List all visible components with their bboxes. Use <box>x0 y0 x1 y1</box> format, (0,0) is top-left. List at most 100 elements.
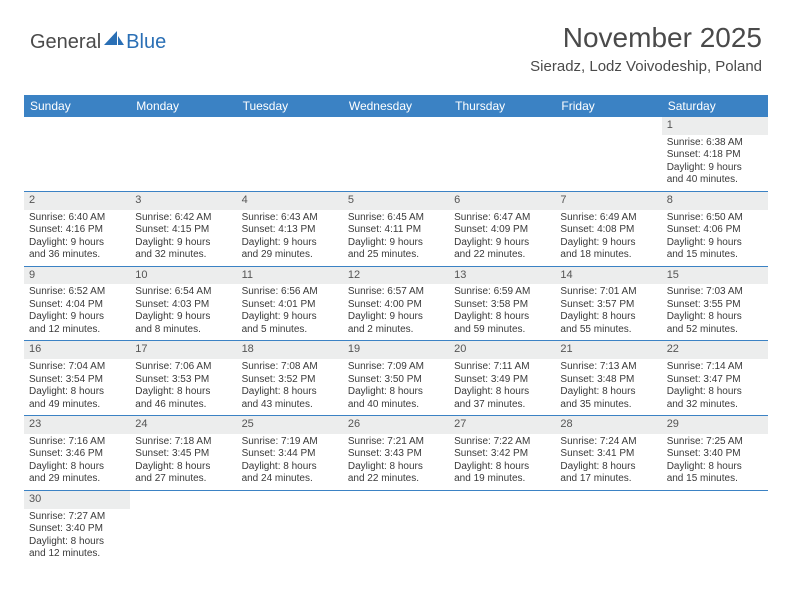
weekday-header: Wednesday <box>343 95 449 117</box>
info-line: Sunrise: 7:18 AM <box>135 436 231 449</box>
info-line: Sunrise: 7:09 AM <box>348 361 444 374</box>
day-cell: 6Sunrise: 6:47 AMSunset: 4:09 PMDaylight… <box>449 192 555 266</box>
info-line: Daylight: 8 hours <box>454 386 550 399</box>
info-line: and 27 minutes. <box>135 473 231 486</box>
info-line: Sunrise: 6:42 AM <box>135 212 231 225</box>
empty-cell <box>555 117 661 191</box>
month-title: November 2025 <box>530 22 762 54</box>
page-header: November 2025 Sieradz, Lodz Voivodeship,… <box>530 22 762 75</box>
info-line: Sunrise: 6:57 AM <box>348 286 444 299</box>
empty-cell <box>237 117 343 191</box>
day-cell: 4Sunrise: 6:43 AMSunset: 4:13 PMDaylight… <box>237 192 343 266</box>
info-line: Daylight: 8 hours <box>135 386 231 399</box>
info-line: Sunset: 4:18 PM <box>667 149 763 162</box>
day-info: Sunrise: 7:25 AMSunset: 3:40 PMDaylight:… <box>662 434 768 490</box>
empty-cell <box>130 117 236 191</box>
day-info: Sunrise: 6:43 AMSunset: 4:13 PMDaylight:… <box>237 210 343 266</box>
info-line: Daylight: 8 hours <box>454 311 550 324</box>
info-line: Daylight: 9 hours <box>348 311 444 324</box>
day-info: Sunrise: 6:49 AMSunset: 4:08 PMDaylight:… <box>555 210 661 266</box>
info-line: Sunset: 3:50 PM <box>348 374 444 387</box>
info-line: Sunrise: 7:06 AM <box>135 361 231 374</box>
info-line: Sunrise: 7:24 AM <box>560 436 656 449</box>
day-number: 4 <box>237 192 343 210</box>
day-info: Sunrise: 7:03 AMSunset: 3:55 PMDaylight:… <box>662 284 768 340</box>
info-line: Sunset: 3:55 PM <box>667 299 763 312</box>
info-line: Sunrise: 6:56 AM <box>242 286 338 299</box>
day-number: 28 <box>555 416 661 434</box>
info-line: Daylight: 8 hours <box>348 461 444 474</box>
day-number: 5 <box>343 192 449 210</box>
info-line: and 40 minutes. <box>348 399 444 412</box>
info-line: and 43 minutes. <box>242 399 338 412</box>
info-line: and 32 minutes. <box>135 249 231 262</box>
info-line: Sunset: 3:52 PM <box>242 374 338 387</box>
info-line: Sunrise: 6:47 AM <box>454 212 550 225</box>
info-line: and 35 minutes. <box>560 399 656 412</box>
info-line: Sunrise: 7:13 AM <box>560 361 656 374</box>
info-line: Sunset: 4:03 PM <box>135 299 231 312</box>
day-cell: 1Sunrise: 6:38 AMSunset: 4:18 PMDaylight… <box>662 117 768 191</box>
day-number: 18 <box>237 341 343 359</box>
week-row: 23Sunrise: 7:16 AMSunset: 3:46 PMDayligh… <box>24 416 768 491</box>
info-line: and 52 minutes. <box>667 324 763 337</box>
day-info: Sunrise: 7:24 AMSunset: 3:41 PMDaylight:… <box>555 434 661 490</box>
info-line: and 19 minutes. <box>454 473 550 486</box>
day-number: 27 <box>449 416 555 434</box>
day-number: 1 <box>662 117 768 135</box>
info-line: Sunrise: 7:03 AM <box>667 286 763 299</box>
day-cell: 18Sunrise: 7:08 AMSunset: 3:52 PMDayligh… <box>237 341 343 415</box>
day-number: 11 <box>237 267 343 285</box>
info-line: Sunset: 3:57 PM <box>560 299 656 312</box>
info-line: and 25 minutes. <box>348 249 444 262</box>
info-line: Sunrise: 7:08 AM <box>242 361 338 374</box>
day-number: 16 <box>24 341 130 359</box>
empty-cell <box>343 491 449 565</box>
info-line: Sunset: 3:48 PM <box>560 374 656 387</box>
info-line: Sunrise: 6:59 AM <box>454 286 550 299</box>
info-line: and 59 minutes. <box>454 324 550 337</box>
empty-cell <box>343 117 449 191</box>
day-info: Sunrise: 7:09 AMSunset: 3:50 PMDaylight:… <box>343 359 449 415</box>
info-line: and 22 minutes. <box>454 249 550 262</box>
info-line: Sunrise: 7:01 AM <box>560 286 656 299</box>
day-number: 7 <box>555 192 661 210</box>
day-number: 6 <box>449 192 555 210</box>
info-line: Daylight: 9 hours <box>29 311 125 324</box>
info-line: Sunrise: 6:40 AM <box>29 212 125 225</box>
day-info: Sunrise: 7:22 AMSunset: 3:42 PMDaylight:… <box>449 434 555 490</box>
info-line: Daylight: 9 hours <box>135 237 231 250</box>
day-number: 20 <box>449 341 555 359</box>
info-line: Daylight: 8 hours <box>560 311 656 324</box>
info-line: and 32 minutes. <box>667 399 763 412</box>
day-number: 14 <box>555 267 661 285</box>
day-number: 24 <box>130 416 236 434</box>
empty-cell <box>449 491 555 565</box>
info-line: Sunrise: 7:11 AM <box>454 361 550 374</box>
day-number: 15 <box>662 267 768 285</box>
day-cell: 15Sunrise: 7:03 AMSunset: 3:55 PMDayligh… <box>662 267 768 341</box>
day-info: Sunrise: 6:54 AMSunset: 4:03 PMDaylight:… <box>130 284 236 340</box>
weekday-header: Friday <box>555 95 661 117</box>
info-line: Daylight: 9 hours <box>454 237 550 250</box>
info-line: and 8 minutes. <box>135 324 231 337</box>
info-line: Sunset: 3:47 PM <box>667 374 763 387</box>
info-line: and 24 minutes. <box>242 473 338 486</box>
info-line: Daylight: 9 hours <box>135 311 231 324</box>
info-line: Daylight: 8 hours <box>560 386 656 399</box>
day-cell: 29Sunrise: 7:25 AMSunset: 3:40 PMDayligh… <box>662 416 768 490</box>
day-cell: 27Sunrise: 7:22 AMSunset: 3:42 PMDayligh… <box>449 416 555 490</box>
day-info: Sunrise: 7:21 AMSunset: 3:43 PMDaylight:… <box>343 434 449 490</box>
day-cell: 25Sunrise: 7:19 AMSunset: 3:44 PMDayligh… <box>237 416 343 490</box>
info-line: and 2 minutes. <box>348 324 444 337</box>
info-line: Sunset: 4:01 PM <box>242 299 338 312</box>
day-number: 12 <box>343 267 449 285</box>
info-line: Sunrise: 6:52 AM <box>29 286 125 299</box>
info-line: and 36 minutes. <box>29 249 125 262</box>
info-line: Sunrise: 7:22 AM <box>454 436 550 449</box>
day-cell: 8Sunrise: 6:50 AMSunset: 4:06 PMDaylight… <box>662 192 768 266</box>
weekday-header: Sunday <box>24 95 130 117</box>
day-number: 26 <box>343 416 449 434</box>
day-cell: 23Sunrise: 7:16 AMSunset: 3:46 PMDayligh… <box>24 416 130 490</box>
day-cell: 5Sunrise: 6:45 AMSunset: 4:11 PMDaylight… <box>343 192 449 266</box>
